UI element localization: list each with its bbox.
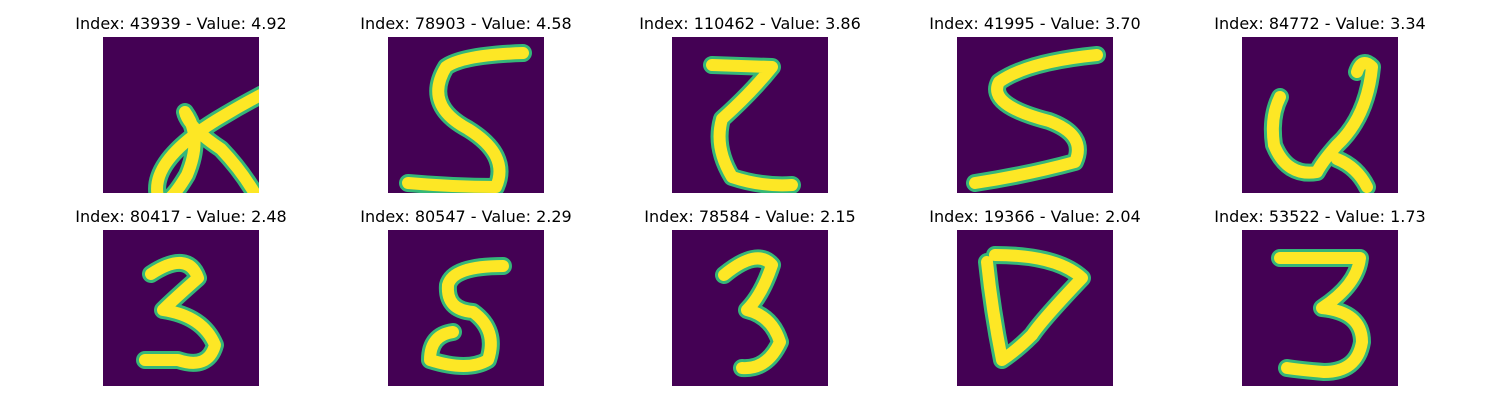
digit-panel: Index: 78903 - Value: 4.58: [360, 14, 572, 194]
digit-stroke-inner: [139, 256, 221, 369]
digit-stroke-inner: [151, 89, 259, 193]
digit-4-image: [1242, 37, 1398, 193]
digit-2-image: [672, 37, 828, 193]
panel-title: Index: 78584 - Value: 2.15: [644, 207, 856, 226]
digit-panel: Index: 19366 - Value: 2.04: [929, 207, 1141, 387]
panel-title: Index: 53522 - Value: 1.73: [1214, 207, 1426, 226]
panel-title: Index: 78903 - Value: 4.58: [360, 14, 572, 33]
digit-5-image: [388, 37, 544, 193]
digit-stroke-inner: [424, 260, 509, 372]
digit-stroke-inner: [981, 249, 1088, 366]
digit-5-image: [388, 230, 544, 386]
digit-stroke-inner: [969, 49, 1103, 189]
panel-title: Index: 80417 - Value: 2.48: [75, 207, 287, 226]
digit-panel: Index: 84772 - Value: 3.34: [1214, 14, 1426, 194]
digit-3-image: [672, 230, 828, 386]
digit-3-image: [1242, 230, 1398, 386]
digit-3-image: [103, 230, 259, 386]
digit-panel: Index: 53522 - Value: 1.73: [1214, 207, 1426, 387]
digit-panel: Index: 110462 - Value: 3.86: [639, 14, 861, 194]
panel-title: Index: 19366 - Value: 2.04: [929, 207, 1141, 226]
digit-panel: Index: 78584 - Value: 2.15: [644, 207, 856, 387]
digit-stroke-inner: [1266, 57, 1378, 193]
digit-stroke-inner: [706, 59, 798, 192]
digit-stroke-inner: [718, 252, 786, 375]
panel-title: Index: 41995 - Value: 3.70: [929, 14, 1141, 33]
digit-panel: Index: 80547 - Value: 2.29: [360, 207, 572, 387]
digit-stroke-inner: [1274, 252, 1368, 378]
digit-panel: Index: 43939 - Value: 4.92: [75, 14, 287, 194]
panel-title: Index: 84772 - Value: 3.34: [1214, 14, 1426, 33]
digit-panel: Index: 41995 - Value: 3.70: [929, 14, 1141, 194]
panel-title: Index: 110462 - Value: 3.86: [639, 14, 861, 33]
digit-5-image: [957, 37, 1113, 193]
panel-title: Index: 80547 - Value: 2.29: [360, 207, 572, 226]
digit-4-image: [103, 37, 259, 193]
panel-title: Index: 43939 - Value: 4.92: [75, 14, 287, 33]
digit-7-image: [957, 230, 1113, 386]
digit-panel: Index: 80417 - Value: 2.48: [75, 207, 287, 387]
digit-stroke-inner: [402, 47, 529, 193]
